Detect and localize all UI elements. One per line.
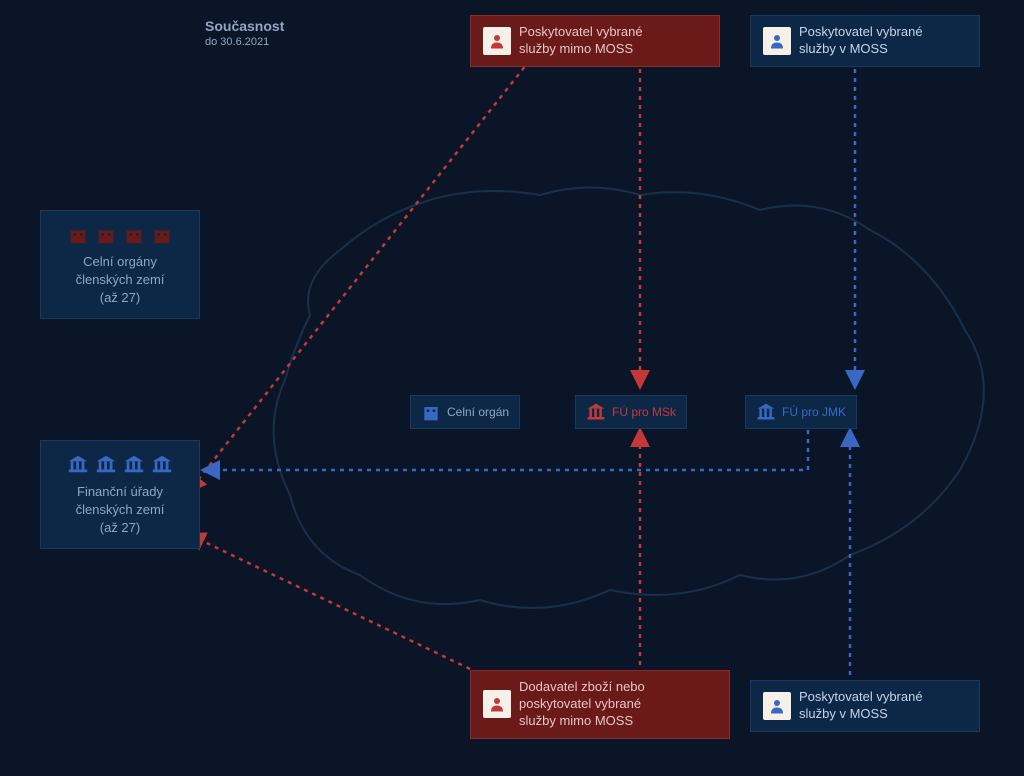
person-icon <box>483 690 511 718</box>
sidebox-line: členských zemí <box>51 501 189 519</box>
bank-icon <box>586 402 606 422</box>
node-customs-cz: Celní orgán <box>410 395 520 429</box>
node-tax-offices-member-states: Finanční úřady členských zemí (až 27) <box>40 440 200 549</box>
node-label: Poskytovatel vybrané služby mimo MOSS <box>519 24 643 58</box>
person-icon <box>483 27 511 55</box>
node-fu-jmk: FÚ pro JMK <box>745 395 857 429</box>
person-icon <box>763 692 791 720</box>
bank-icon <box>51 453 189 475</box>
building-icon <box>421 402 441 422</box>
person-icon <box>763 27 791 55</box>
node-label: Poskytovatel vybrané služby v MOSS <box>799 24 923 58</box>
sidebox-line: členských zemí <box>51 271 189 289</box>
node-label: Poskytovatel vybrané služby v MOSS <box>799 689 923 723</box>
node-label: FÚ pro JMK <box>782 405 846 419</box>
diagram-canvas <box>0 0 1024 776</box>
node-fu-msk: FÚ pro MSk <box>575 395 687 429</box>
edge <box>205 430 808 470</box>
diagram-title: Současnost do 30.6.2021 <box>205 18 284 48</box>
node-label: Celní orgán <box>447 405 509 419</box>
sidebox-line: (až 27) <box>51 289 189 307</box>
node-provider-outside-moss-top: Poskytovatel vybrané služby mimo MOSS <box>470 15 720 67</box>
node-provider-moss-top: Poskytovatel vybrané služby v MOSS <box>750 15 980 67</box>
node-label: FÚ pro MSk <box>612 405 676 419</box>
node-customs-member-states: Celní orgány členských zemí (až 27) <box>40 210 200 319</box>
sidebox-line: Finanční úřady <box>51 483 189 501</box>
buildings-icon <box>51 223 189 245</box>
bank-icon <box>756 402 776 422</box>
node-provider-moss-bottom: Poskytovatel vybrané služby v MOSS <box>750 680 980 732</box>
node-supplier-outside-moss: Dodavatel zboží nebo poskytovatel vybran… <box>470 670 730 739</box>
sidebox-line: (až 27) <box>51 519 189 537</box>
node-label: Dodavatel zboží nebo poskytovatel vybran… <box>519 679 645 730</box>
sidebox-line: Celní orgány <box>51 253 189 271</box>
